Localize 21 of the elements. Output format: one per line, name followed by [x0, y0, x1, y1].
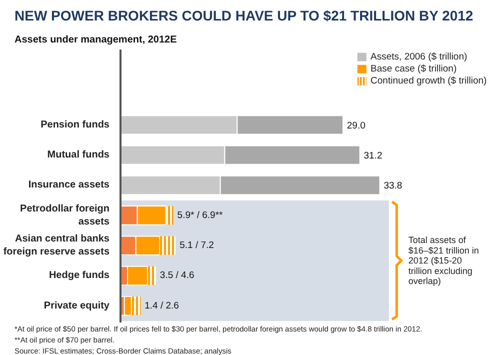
chart-subtitle: Assets under management, 2012E: [14, 34, 178, 46]
text: 1.4 / 2.6: [144, 300, 179, 312]
text: 29.0: [346, 120, 366, 132]
y-tick-label: Petrodollar foreign assets: [20, 203, 110, 228]
y-tick-label: Mutual funds: [47, 150, 110, 161]
y-tick-label: Asian central banks foreign reserve assets: [3, 233, 110, 258]
text: 5.1 / 7.2: [180, 240, 214, 252]
legend-label: Assets, 2006 ($ trillion): [370, 52, 468, 63]
y-tick-label: Private equity: [44, 300, 110, 312]
legend-label: Base case ($ trillion): [370, 64, 457, 75]
text: 33.8: [384, 180, 402, 192]
text: 5.9* / 6.9**: [177, 210, 223, 221]
legend-label: Continued growth ($ trillion): [370, 76, 487, 87]
chart-title: NEW POWER BROKERS COULD HAVE UP TO $21 TRILLION BY 2012: [14, 8, 474, 24]
y-tick-label: Insurance assets: [28, 180, 110, 191]
y-tick-label: Hedge funds: [48, 270, 110, 282]
bar: [124, 296, 132, 316]
text: 31.2: [364, 150, 382, 162]
band-label: Total assets of $16–$21 trillion in 2012 ($15-20 trillion excluding overlap): [408, 235, 479, 286]
text: 3.5 / 4.6: [160, 270, 194, 282]
y-tick-label: Pension funds: [40, 119, 110, 130]
